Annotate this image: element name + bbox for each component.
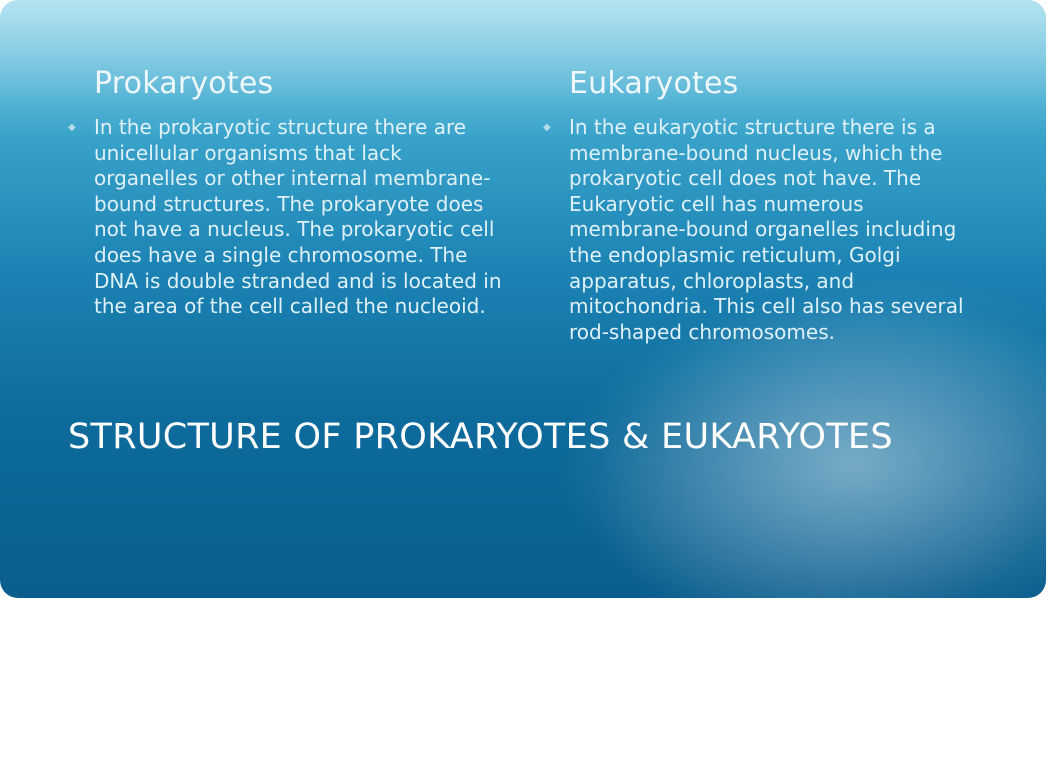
column-body-wrap: ◆ In the eukaryotic structure there is a… (543, 115, 978, 345)
bullet-icon: ◆ (543, 115, 569, 345)
column-heading: Prokaryotes (68, 66, 503, 101)
column-body: In the eukaryotic structure there is a m… (569, 115, 978, 345)
content-columns: Prokaryotes ◆ In the prokaryotic structu… (68, 66, 978, 345)
column-eukaryotes: Eukaryotes ◆ In the eukaryotic structure… (543, 66, 978, 345)
slide: Prokaryotes ◆ In the prokaryotic structu… (0, 0, 1046, 598)
slide-title: STRUCTURE OF PROKARYOTES & EUKARYOTES (68, 414, 978, 461)
column-prokaryotes: Prokaryotes ◆ In the prokaryotic structu… (68, 66, 503, 345)
column-body: In the prokaryotic structure there are u… (94, 115, 503, 320)
column-body-wrap: ◆ In the prokaryotic structure there are… (68, 115, 503, 320)
column-heading: Eukaryotes (543, 66, 978, 101)
bullet-icon: ◆ (68, 115, 94, 320)
